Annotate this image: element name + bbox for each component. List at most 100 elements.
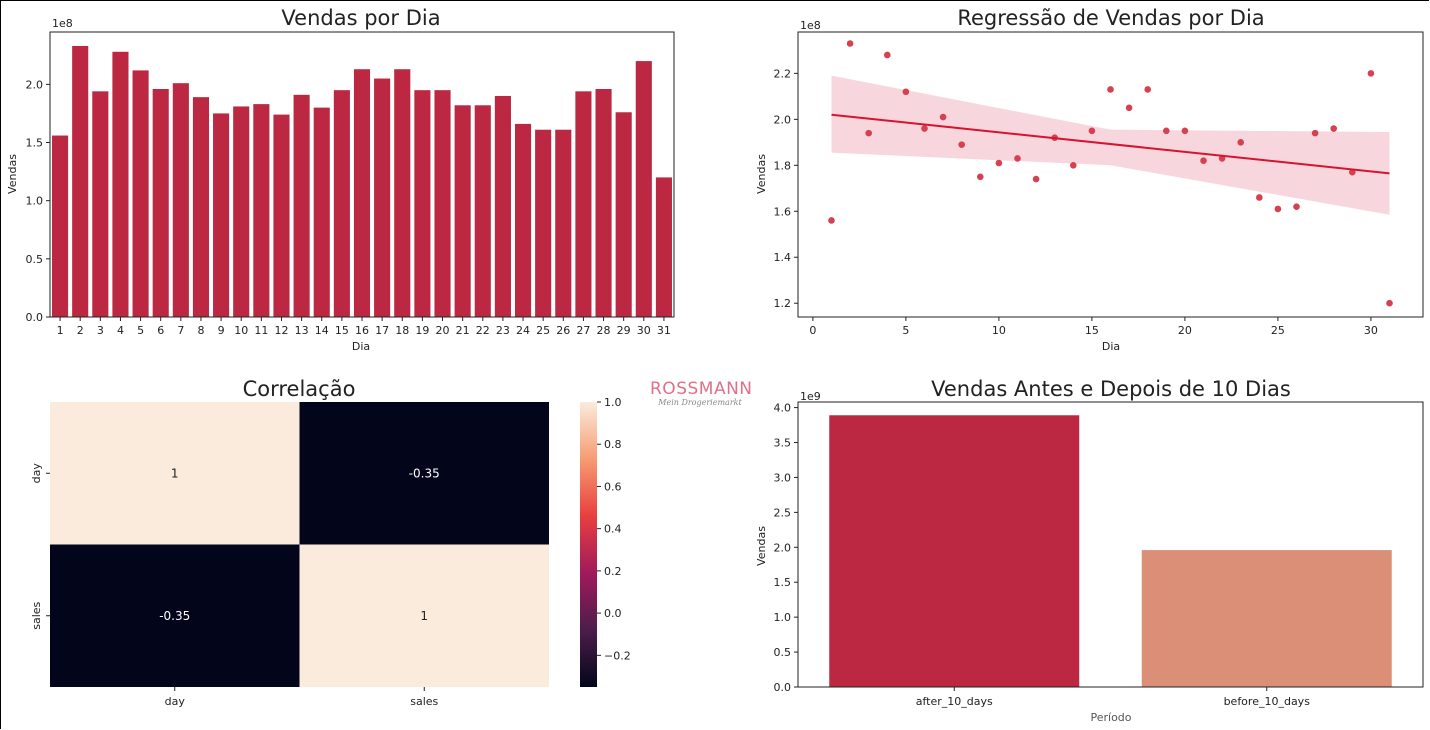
data-point [1386,299,1393,307]
bar [192,97,210,318]
x-tick-label: 24 [516,324,530,337]
colorbar-tick-label: 0.0 [604,607,622,620]
bar [353,69,371,317]
bar [253,104,270,317]
data-point [921,125,928,132]
data-point [995,159,1003,167]
y-offset-label: 1e8 [800,19,821,32]
bar [474,105,491,318]
data-point [846,40,854,47]
regression-line [831,113,1390,175]
data-point [976,173,984,181]
colorbar [580,402,597,687]
y-tick-label: 1.5 [26,137,44,150]
y-tick-label: 1.5 [774,576,792,589]
y-tick-label: 0.0 [774,681,792,694]
x-axis-label: Dia [352,340,370,353]
colorbar-tick-label: 0.4 [604,523,622,536]
x-axis-label: Período [1090,711,1131,724]
confidence-band [831,75,1390,215]
x-tick-label: 18 [395,324,409,337]
y-tick-label: 1.4 [774,251,792,264]
x-tick-label: 20 [1178,324,1192,337]
x-tick-label: 22 [476,324,490,337]
y-tick-label: 2.5 [774,506,792,519]
data-point [828,217,835,224]
y-axis-label: Vendas [755,526,768,566]
bar [374,78,391,317]
bar [535,129,552,317]
y-tick-label: 0.0 [26,311,44,324]
correlation-heatmap: Correlação 1 -0.35 -0.35 1 day sales day sales… [30,377,631,708]
x-tick-label: sales [410,695,438,708]
data-point [958,141,965,148]
y-tick-label: 3.5 [774,437,792,450]
data-point [902,88,910,96]
bar [92,91,109,317]
data-point [1163,127,1170,135]
y-tick-label: sales [30,601,43,629]
y-tick-label: 2.2 [774,67,792,80]
y-offset-label: 1e8 [52,17,73,30]
colorbar-tick-label: 1.0 [604,396,622,409]
x-tick-label: 26 [556,324,570,337]
y-tick-label: 1.0 [26,195,44,208]
x-tick-label: 21 [456,324,470,337]
y-tick-label: 2.0 [26,78,44,91]
bar [112,51,129,317]
bar [394,69,411,317]
data-point [1014,155,1021,162]
bar [615,112,632,317]
x-tick-label: 6 [157,324,164,337]
before-after-chart: Vendas Antes e Depois de 10 Dias 1e9 Ven… [755,377,1424,724]
colorbar-tick-label: −0.2 [604,649,631,662]
heatmap-cell [299,544,549,687]
x-tick-label: day [165,695,186,708]
heatmap-cell [299,402,549,545]
bar [333,90,350,317]
heatmap-cell [50,402,300,545]
data-point [1125,104,1133,112]
data-point [1274,205,1282,213]
data-point [1088,127,1096,135]
x-tick-label: 7 [177,324,184,337]
bar [434,90,451,317]
bar [172,83,189,317]
x-tick-label: 15 [335,324,349,337]
bar [273,114,290,318]
x-tick-label: before_10_days [1224,695,1311,708]
x-tick-label: 25 [536,324,550,337]
y-tick-label: 0.5 [774,646,792,659]
y-tick-label: day [30,463,43,484]
data-point [1237,139,1245,146]
x-tick-label: 4 [117,324,124,337]
colorbar-tick-label: 0.6 [604,480,622,493]
data-point [865,129,872,137]
bar [213,113,230,317]
x-tick-label: 25 [1271,324,1285,337]
x-tick-label: 11 [254,324,268,337]
x-tick-label: 1 [57,324,64,337]
chart-title: Vendas Antes e Depois de 10 Dias [931,377,1291,401]
x-axis-label: Dia [1102,340,1120,353]
data-point [1200,157,1207,165]
bar [575,91,592,317]
data-point [1256,194,1263,201]
bar [293,94,310,317]
bar [514,123,532,318]
y-offset-label: 1e9 [800,390,821,403]
bar [414,90,431,317]
logo-brand: ROSSMANN [650,379,753,399]
bar [829,415,1080,687]
colorbar-tick-label: 0.8 [604,438,622,451]
x-tick-label: 2 [77,324,84,337]
data-point [1330,125,1338,132]
colorbar-tick-label: 0.2 [604,565,622,578]
bar [132,70,149,317]
x-tick-label: 27 [576,324,590,337]
cell-value-label: 1 [171,466,179,480]
y-tick-label: 1.0 [774,611,792,624]
y-tick-label: 0.5 [26,253,44,266]
y-tick-label: 1.6 [774,205,792,218]
